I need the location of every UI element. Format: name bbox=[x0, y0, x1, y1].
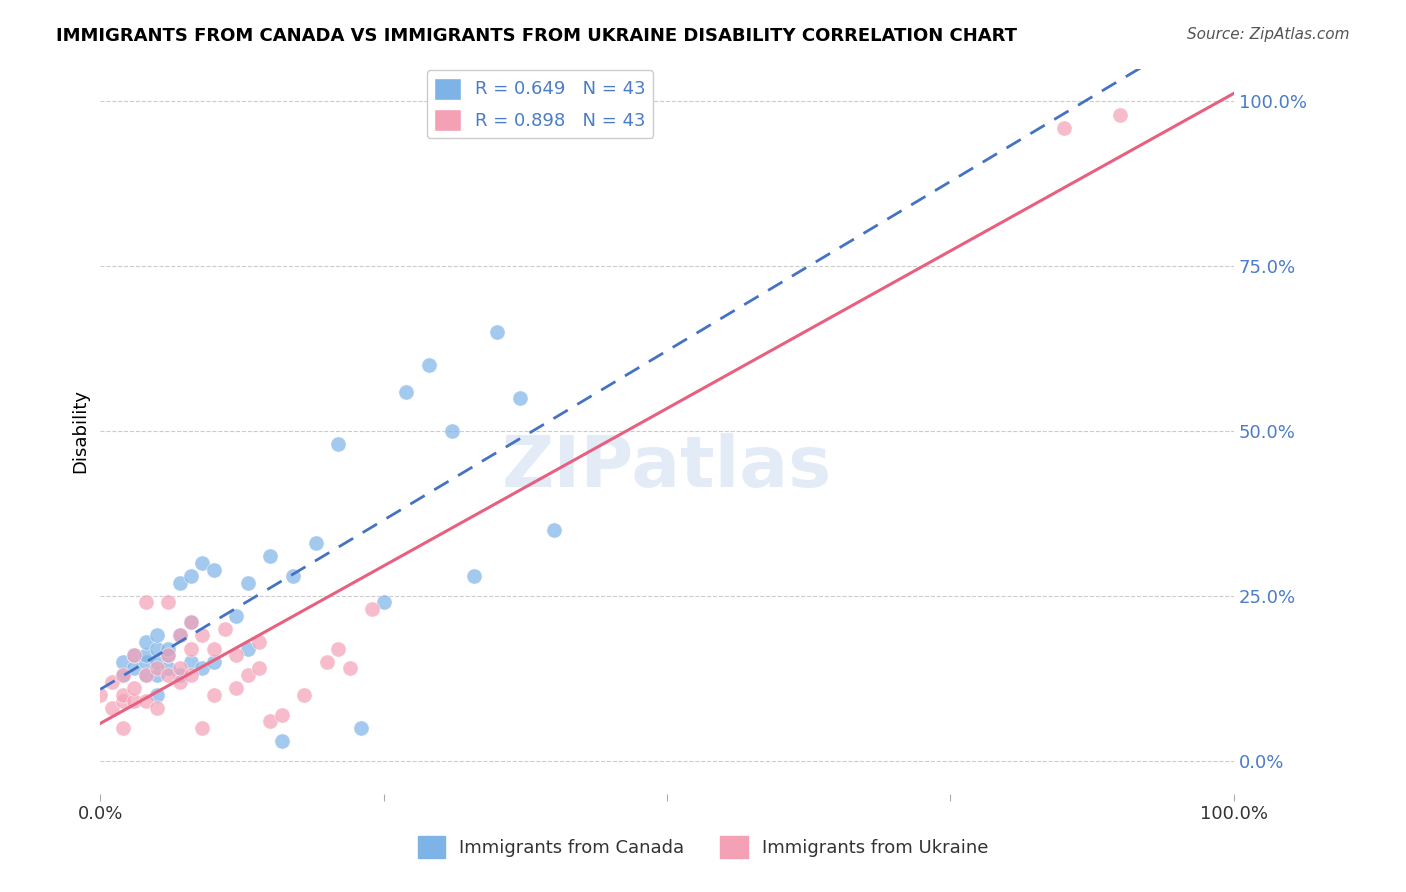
Legend: R = 0.649   N = 43, R = 0.898   N = 43: R = 0.649 N = 43, R = 0.898 N = 43 bbox=[427, 70, 654, 138]
Point bbox=[180, 668, 202, 682]
Point bbox=[111, 694, 134, 708]
Point bbox=[191, 661, 214, 675]
Point bbox=[169, 674, 191, 689]
Point bbox=[259, 714, 281, 728]
Point bbox=[191, 628, 214, 642]
Point bbox=[135, 595, 157, 609]
Point bbox=[146, 655, 169, 669]
Point bbox=[180, 615, 202, 630]
Point bbox=[225, 648, 247, 663]
Point bbox=[247, 661, 270, 675]
Point bbox=[135, 635, 157, 649]
Point bbox=[157, 648, 180, 663]
Point bbox=[225, 681, 247, 696]
Point bbox=[259, 549, 281, 564]
Point bbox=[111, 688, 134, 702]
Point bbox=[146, 701, 169, 715]
Point bbox=[180, 569, 202, 583]
Point bbox=[225, 608, 247, 623]
Point bbox=[124, 648, 146, 663]
Point bbox=[124, 661, 146, 675]
Point bbox=[440, 424, 463, 438]
Point bbox=[236, 575, 259, 590]
Point bbox=[180, 615, 202, 630]
Point bbox=[146, 641, 169, 656]
Point bbox=[270, 734, 292, 748]
Point bbox=[543, 523, 565, 537]
Point bbox=[292, 688, 315, 702]
Point bbox=[486, 325, 509, 339]
Point bbox=[135, 694, 157, 708]
Point bbox=[373, 595, 395, 609]
Point bbox=[146, 661, 169, 675]
Point bbox=[236, 641, 259, 656]
Point bbox=[89, 688, 111, 702]
Point bbox=[202, 562, 225, 576]
Point bbox=[169, 628, 191, 642]
Y-axis label: Disability: Disability bbox=[72, 389, 89, 473]
Point bbox=[169, 668, 191, 682]
Point bbox=[124, 648, 146, 663]
Point bbox=[281, 569, 304, 583]
Point bbox=[135, 668, 157, 682]
Point bbox=[146, 668, 169, 682]
Point bbox=[1109, 108, 1132, 122]
Point bbox=[135, 668, 157, 682]
Text: ZIPatlas: ZIPatlas bbox=[502, 433, 832, 502]
Point bbox=[180, 641, 202, 656]
Point bbox=[395, 384, 418, 399]
Point bbox=[157, 668, 180, 682]
Point bbox=[157, 595, 180, 609]
Point bbox=[111, 655, 134, 669]
Point bbox=[316, 655, 339, 669]
Text: Source: ZipAtlas.com: Source: ZipAtlas.com bbox=[1187, 27, 1350, 42]
Point bbox=[111, 668, 134, 682]
Point bbox=[124, 681, 146, 696]
Point bbox=[169, 575, 191, 590]
Point bbox=[350, 721, 373, 735]
Point bbox=[247, 635, 270, 649]
Point bbox=[146, 688, 169, 702]
Point bbox=[191, 721, 214, 735]
Point bbox=[157, 661, 180, 675]
Point bbox=[1053, 120, 1076, 135]
Point bbox=[135, 648, 157, 663]
Point bbox=[328, 641, 350, 656]
Point bbox=[328, 437, 350, 451]
Legend: Immigrants from Canada, Immigrants from Ukraine: Immigrants from Canada, Immigrants from … bbox=[411, 829, 995, 865]
Point bbox=[100, 674, 122, 689]
Point bbox=[339, 661, 361, 675]
Point bbox=[270, 707, 292, 722]
Point bbox=[509, 391, 531, 405]
Point bbox=[418, 358, 440, 372]
Point bbox=[361, 602, 384, 616]
Point bbox=[100, 701, 122, 715]
Point bbox=[169, 661, 191, 675]
Point bbox=[305, 536, 328, 550]
Point bbox=[111, 721, 134, 735]
Point bbox=[202, 641, 225, 656]
Point bbox=[191, 556, 214, 570]
Point bbox=[111, 668, 134, 682]
Point bbox=[169, 628, 191, 642]
Point bbox=[157, 648, 180, 663]
Point bbox=[135, 655, 157, 669]
Point bbox=[236, 668, 259, 682]
Point bbox=[202, 688, 225, 702]
Point bbox=[214, 622, 236, 636]
Point bbox=[157, 641, 180, 656]
Point bbox=[124, 694, 146, 708]
Point bbox=[463, 569, 485, 583]
Point bbox=[202, 655, 225, 669]
Point bbox=[180, 655, 202, 669]
Text: IMMIGRANTS FROM CANADA VS IMMIGRANTS FROM UKRAINE DISABILITY CORRELATION CHART: IMMIGRANTS FROM CANADA VS IMMIGRANTS FRO… bbox=[56, 27, 1017, 45]
Point bbox=[146, 628, 169, 642]
